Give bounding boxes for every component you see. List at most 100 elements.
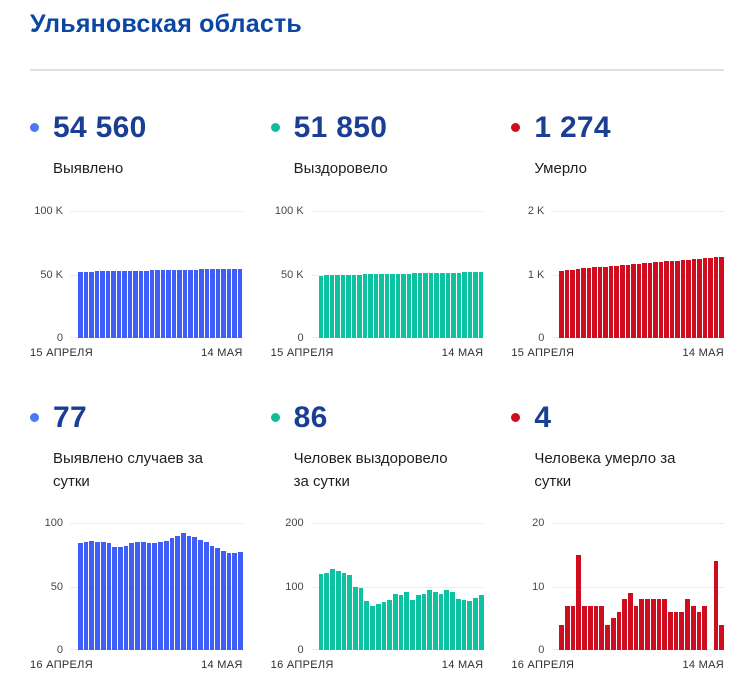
bar	[78, 271, 83, 338]
bar	[346, 274, 351, 338]
bar	[395, 273, 401, 338]
bar	[112, 547, 118, 650]
deaths-daily-chart[interactable]: 20 10 0 16 АПРЕЛЯ 14 МАЯ	[511, 517, 725, 671]
y-axis-tick: 0	[56, 332, 63, 344]
bar	[210, 269, 215, 338]
bar	[163, 540, 169, 650]
y-axis: 20 10 0	[511, 517, 551, 656]
chart-plot-area[interactable]	[310, 211, 484, 338]
bar	[450, 591, 455, 650]
stat-block: 4 Человека умерло за сутки	[511, 401, 724, 523]
bar	[138, 270, 144, 338]
bar	[335, 571, 341, 650]
bar	[702, 258, 708, 338]
chart-plot-area[interactable]	[70, 523, 243, 650]
bar	[171, 269, 177, 338]
recovered-total-chart[interactable]: 100 K 50 K 0 15 АПРЕЛЯ 14 МАЯ	[271, 205, 484, 359]
chart-plot-area[interactable]	[551, 523, 725, 650]
y-axis-tick: 2 K	[527, 205, 545, 217]
chart-plot-area[interactable]	[70, 211, 243, 338]
deaths-total-chart[interactable]: 2 K 1 K 0 15 АПРЕЛЯ 14 МАЯ	[511, 205, 724, 359]
bar	[473, 597, 478, 650]
x-axis-label: 14 МАЯ	[441, 347, 484, 359]
confirmed-dot-icon	[30, 413, 39, 422]
bar	[351, 274, 357, 338]
bar	[352, 586, 358, 650]
bars-container	[78, 523, 243, 650]
bar	[192, 536, 198, 650]
bar	[318, 573, 324, 650]
bar	[614, 266, 619, 338]
bar	[226, 553, 232, 650]
bar	[423, 273, 428, 338]
bar	[215, 269, 221, 338]
bar	[565, 605, 570, 650]
bar	[605, 624, 610, 650]
stat-label: Человек выздоровело за сутки	[293, 450, 448, 491]
bar	[146, 543, 152, 650]
y-axis-tick: 0	[297, 644, 304, 656]
bar	[232, 268, 237, 338]
bar	[631, 264, 636, 338]
bar	[451, 272, 456, 338]
x-axis-label: 15 АПРЕЛЯ	[270, 347, 334, 359]
bar	[160, 270, 166, 338]
bar	[597, 266, 603, 338]
bar	[642, 263, 647, 338]
bars-container	[318, 211, 484, 338]
confirmed-total-chart[interactable]: 100 K 50 K 0 15 АПРЕЛЯ 14 МАЯ	[30, 205, 243, 359]
page-title: Ульяновская область	[30, 10, 302, 38]
bar	[100, 542, 106, 650]
bar	[155, 270, 160, 338]
bar	[209, 545, 215, 650]
bar	[467, 272, 473, 338]
gridline	[551, 211, 724, 212]
bars-container	[318, 523, 484, 650]
gridline	[310, 523, 484, 524]
bar	[444, 589, 450, 650]
y-axis: 2 K 1 K 0	[511, 205, 551, 344]
y-axis-tick: 20	[532, 517, 545, 529]
x-axis-label: 14 МАЯ	[682, 659, 724, 671]
chart-plot-area[interactable]	[310, 523, 484, 650]
bar	[203, 542, 209, 650]
y-axis-tick: 100	[44, 517, 63, 529]
bar	[340, 274, 346, 338]
stat-value: 86	[293, 401, 328, 434]
bar	[226, 268, 232, 338]
bar	[375, 604, 381, 650]
bar	[362, 274, 368, 338]
bar	[357, 274, 362, 338]
chart-plot-area[interactable]	[551, 211, 724, 338]
bar	[373, 274, 379, 338]
confirmed-daily-chart[interactable]: 100 50 0 16 АПРЕЛЯ 14 МАЯ	[30, 517, 243, 671]
card-deaths-daily: 4 Человека умерло за сутки 20 10 0 16 АПРЕ…	[511, 401, 725, 671]
recovered-dot-icon	[270, 123, 280, 132]
recovered-daily-chart[interactable]: 200 100 0 16 АПРЕЛЯ 14 МАЯ	[271, 517, 484, 671]
bar	[83, 542, 89, 650]
bar	[625, 264, 631, 338]
bar	[186, 535, 192, 650]
y-axis: 100 K 50 K 0	[271, 205, 311, 344]
bar	[398, 595, 404, 650]
bar	[169, 538, 175, 650]
bar	[662, 599, 667, 650]
bar	[664, 261, 669, 338]
card-confirmed-daily: 77 Выявлено случаев за сутки 100 50 0 16 А…	[30, 401, 243, 671]
bar	[570, 269, 575, 338]
bar	[669, 261, 675, 338]
dashboard-page: Ульяновская область 54 560 Выявлено 100 …	[30, 10, 725, 671]
bar	[440, 272, 445, 338]
bar	[95, 542, 100, 650]
bar	[410, 600, 415, 650]
x-axis-label: 14 МАЯ	[201, 347, 243, 359]
bar	[673, 611, 679, 650]
bar	[428, 273, 434, 338]
confirmed-dot-icon	[30, 123, 39, 132]
gridline	[310, 586, 484, 588]
bar	[679, 611, 685, 650]
bar	[576, 554, 582, 650]
x-axis: 15 АПРЕЛЯ 14 МАЯ	[271, 338, 484, 359]
bar	[175, 535, 180, 650]
bar	[335, 275, 340, 338]
